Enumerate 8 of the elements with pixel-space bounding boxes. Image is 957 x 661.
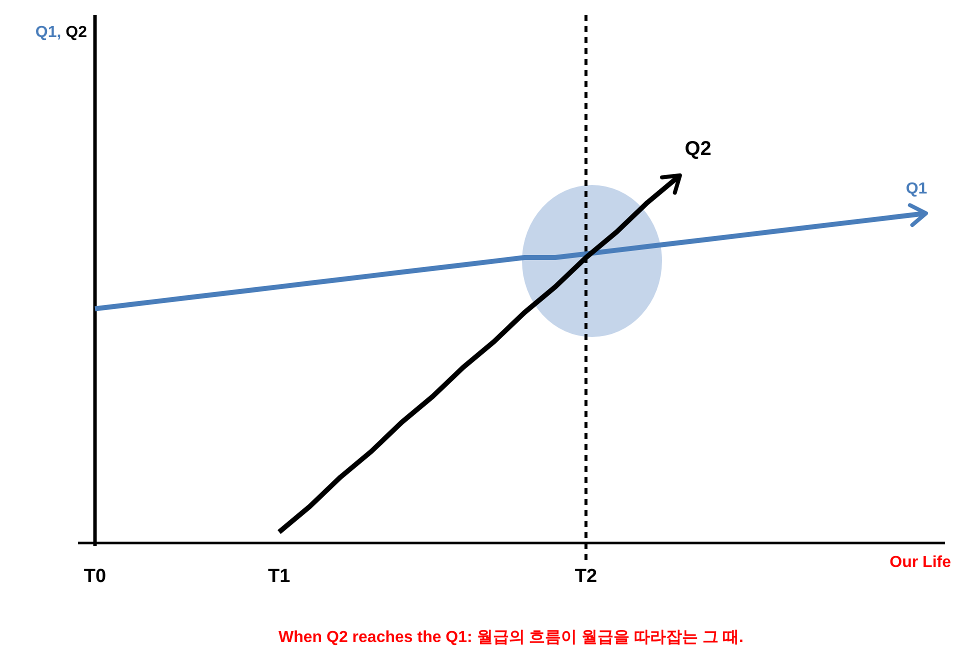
text: When Q2 reaches the Q1: 월급의 흐름이 월급을 따라잡는 그 때.	[278, 629, 744, 646]
x-tick-label: T2	[574, 566, 598, 587]
series-label: Q2	[684, 138, 712, 160]
series-label: Q1	[906, 180, 928, 198]
x-axis-title: Our Life	[890, 554, 952, 571]
x-tick-label: T1	[268, 566, 291, 587]
x-tick-label: T0	[84, 566, 106, 587]
text: Q1, Q2	[35, 24, 88, 41]
